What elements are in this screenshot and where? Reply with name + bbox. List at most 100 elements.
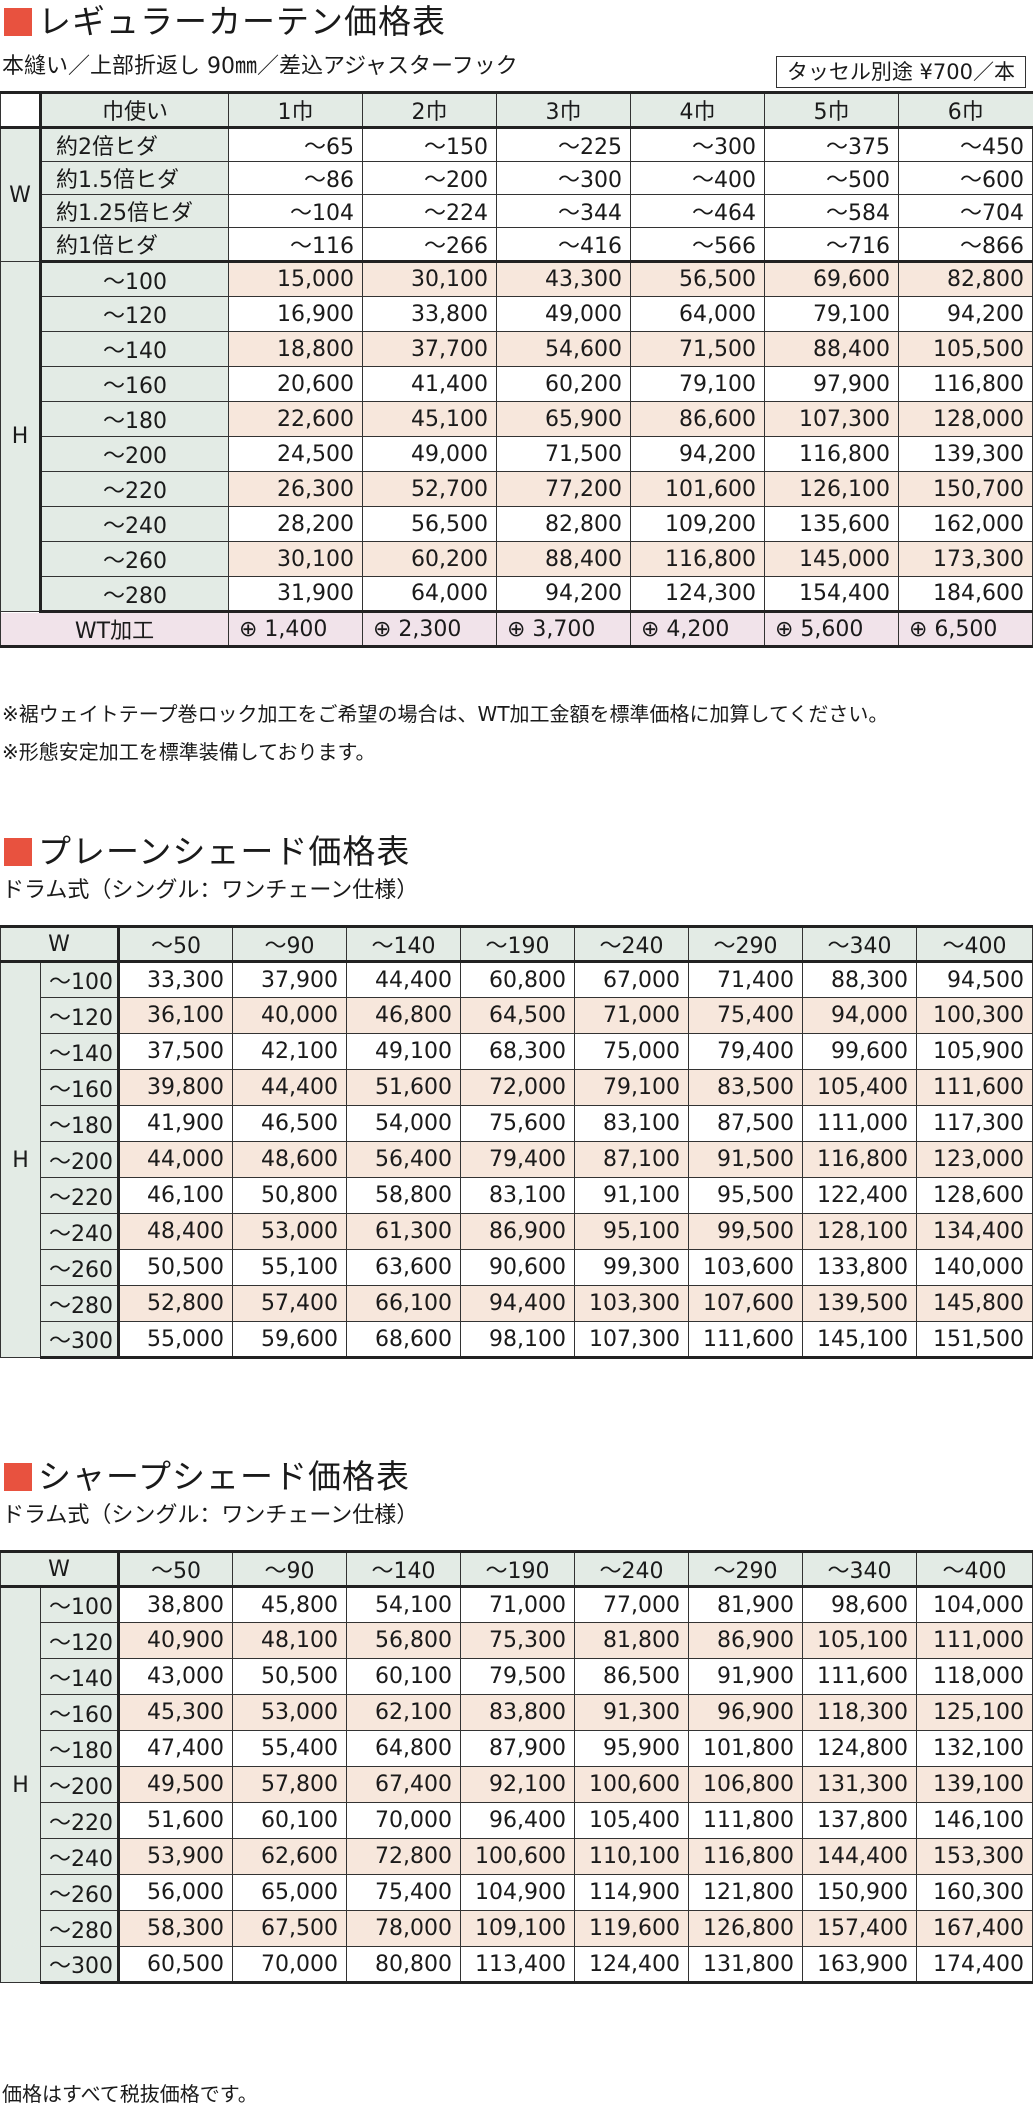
price-cell: 44,400 xyxy=(346,961,462,998)
height-row: ～260 30,100 60,200 88,400 116,800 145,000 173,… xyxy=(1,541,1033,577)
price-cell: 82,800 xyxy=(898,261,1033,297)
height-label: ～100 xyxy=(39,961,120,998)
price-row: ～180 41,900 46,500 54,000 75,600 83,100 87,500… xyxy=(1,1105,1034,1142)
price-cell: 62,100 xyxy=(346,1694,462,1731)
price-cell: 82,800 xyxy=(496,506,631,542)
price-cell: 104,900 xyxy=(460,1874,576,1911)
column-header: ～290 xyxy=(688,1550,804,1588)
price-cell: 109,200 xyxy=(630,506,765,542)
column-header: ～290 xyxy=(688,925,804,963)
price-cell: 111,600 xyxy=(688,1321,804,1359)
height-label: ～140 xyxy=(39,1658,120,1695)
price-cell: 30,100 xyxy=(228,541,363,577)
price-cell: 162,000 xyxy=(898,506,1033,542)
price-cell: 111,800 xyxy=(688,1802,804,1839)
price-cell: 79,100 xyxy=(764,296,899,332)
height-row: ～220 26,300 52,700 77,200 101,600 126,100 150,… xyxy=(1,471,1033,507)
price-cell: 92,100 xyxy=(460,1766,576,1803)
price-cell: 117,300 xyxy=(916,1105,1034,1142)
wt-price-cell: ⊕ 1,400 xyxy=(228,611,363,648)
price-row: ～200 44,000 48,600 56,400 79,400 87,100 91,500… xyxy=(1,1141,1034,1178)
price-cell: 22,600 xyxy=(228,401,363,437)
price-row: ～160 45,300 53,000 62,100 83,800 91,300 96,900… xyxy=(1,1694,1034,1731)
height-label: ～120 xyxy=(39,1622,120,1659)
price-cell: 56,400 xyxy=(346,1141,462,1178)
price-cell: 18,800 xyxy=(228,331,363,367)
column-header: 4巾 xyxy=(630,91,765,128)
height-label: ～260 xyxy=(39,541,229,577)
header-row: 巾使い 1巾 2巾 3巾 4巾 5巾 6巾 xyxy=(0,91,1033,128)
price-row: ～300 60,500 70,000 80,800 113,400 124,400 131,… xyxy=(1,1946,1034,1984)
price-cell: 99,500 xyxy=(688,1213,804,1250)
price-cell: 99,300 xyxy=(574,1249,690,1286)
price-cell: 75,400 xyxy=(346,1874,462,1911)
price-cell: 86,500 xyxy=(574,1658,690,1695)
price-cell: 26,300 xyxy=(228,471,363,507)
price-cell: 94,500 xyxy=(916,961,1034,998)
price-row: H ～100 38,800 45,800 54,100 71,000 77,000 81,90… xyxy=(0,1586,1034,1983)
price-cell: 184,600 xyxy=(898,576,1033,613)
price-cell: 75,600 xyxy=(460,1105,576,1142)
height-label: ～140 xyxy=(39,331,229,367)
price-cell: 48,100 xyxy=(232,1622,348,1659)
price-cell: 95,100 xyxy=(574,1213,690,1250)
price-cell: 67,000 xyxy=(574,961,690,998)
width-cell: ～375 xyxy=(764,126,899,162)
price-cell: 140,000 xyxy=(916,1249,1034,1286)
price-cell: 144,400 xyxy=(802,1838,918,1875)
height-label: ～260 xyxy=(39,1249,120,1286)
tax-note: 価格はすべて税抜価格です。 xyxy=(2,2082,258,2106)
column-header: ～90 xyxy=(232,1550,348,1588)
width-cell: ～500 xyxy=(764,161,899,195)
width-cell: ～344 xyxy=(496,194,631,228)
price-cell: 60,100 xyxy=(232,1802,348,1839)
price-cell: 95,500 xyxy=(688,1177,804,1214)
wt-price-cell: ⊕ 4,200 xyxy=(630,611,765,648)
column-header: ～240 xyxy=(574,1550,690,1588)
width-cell: ～225 xyxy=(496,126,631,162)
price-cell: 63,600 xyxy=(346,1249,462,1286)
price-cell: 145,800 xyxy=(916,1285,1034,1322)
height-row: ～160 20,600 41,400 60,200 79,100 97,900 116,80… xyxy=(1,366,1033,402)
price-cell: 145,000 xyxy=(764,541,899,577)
price-cell: 123,000 xyxy=(916,1141,1034,1178)
price-cell: 125,100 xyxy=(916,1694,1034,1731)
price-cell: 91,100 xyxy=(574,1177,690,1214)
width-cell: ～300 xyxy=(496,161,631,195)
price-row: H ～100 33,300 37,900 44,400 60,800 67,000 71,40… xyxy=(0,961,1034,1358)
price-cell: 50,800 xyxy=(232,1177,348,1214)
price-row: ～260 56,000 65,000 75,400 104,900 114,900 121,… xyxy=(1,1874,1034,1911)
price-cell: 124,800 xyxy=(802,1730,918,1767)
price-cell: 68,600 xyxy=(346,1321,462,1359)
price-cell: 79,100 xyxy=(574,1069,690,1106)
price-row: ～200 49,500 57,800 67,400 92,100 100,600 106,8… xyxy=(1,1766,1034,1803)
column-header: 2巾 xyxy=(362,91,497,128)
price-cell: 116,800 xyxy=(764,436,899,472)
sharp-shade-price-table: W ～50 ～90 ～140 ～190 ～240 ～290 ～340 ～400 H ～100 38,8… xyxy=(0,1550,1034,1984)
price-row: ～220 51,600 60,100 70,000 96,400 105,400 111,8… xyxy=(1,1802,1034,1839)
width-cell: ～464 xyxy=(630,194,765,228)
wt-label: WT加工 xyxy=(0,611,229,648)
price-cell: 64,500 xyxy=(460,997,576,1034)
price-cell: 105,500 xyxy=(898,331,1033,367)
title-marker-icon xyxy=(4,1463,32,1491)
price-cell: 86,900 xyxy=(460,1213,576,1250)
price-cell: 173,300 xyxy=(898,541,1033,577)
price-cell: 60,100 xyxy=(346,1658,462,1695)
price-cell: 58,300 xyxy=(117,1910,234,1947)
price-cell: 60,200 xyxy=(496,366,631,402)
price-cell: 15,000 xyxy=(228,261,363,297)
price-cell: 101,800 xyxy=(688,1730,804,1767)
price-cell: 64,800 xyxy=(346,1730,462,1767)
height-label: ～180 xyxy=(39,1730,120,1767)
price-row: ～140 43,000 50,500 60,100 79,500 86,500 91,900… xyxy=(1,1658,1034,1695)
wt-price-cell: ⊕ 6,500 xyxy=(898,611,1033,648)
note-wt: ※裾ウェイトテープ巻ロック加工をご希望の場合は、WT加工金額を標準価格に加算して… xyxy=(2,702,889,726)
price-cell: 48,400 xyxy=(117,1213,234,1250)
price-cell: 40,900 xyxy=(117,1622,234,1659)
price-cell: 128,600 xyxy=(916,1177,1034,1214)
price-cell: 81,800 xyxy=(574,1622,690,1659)
pleat-label: 約1.5倍ヒダ xyxy=(39,161,229,195)
width-row: 約1倍ヒダ ～116 ～266 ～416 ～566 ～716 ～866 xyxy=(1,227,1033,263)
price-cell: 104,000 xyxy=(916,1586,1034,1623)
